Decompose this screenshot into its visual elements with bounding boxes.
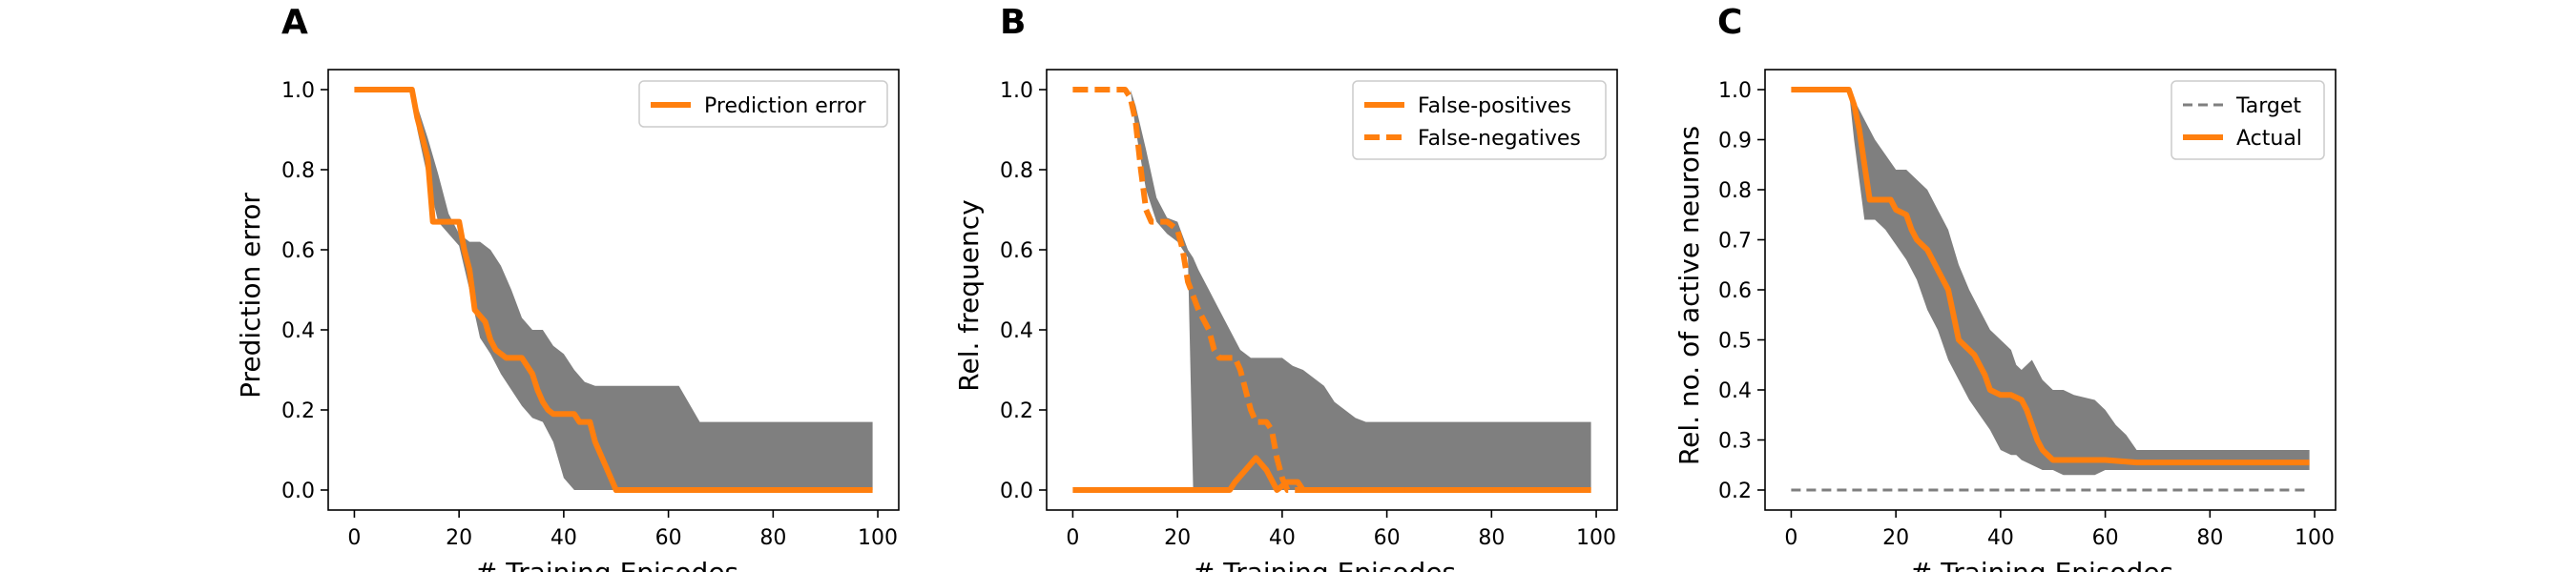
legend-label: Actual (2236, 127, 2302, 151)
y-tick-label: 0.6 (281, 239, 315, 263)
legend-label: False-positives (1418, 94, 1571, 118)
series-line (1072, 455, 1591, 493)
x-tick-label: 20 (446, 526, 472, 550)
axes-frame (1046, 69, 1618, 511)
panel-letter: B (1000, 3, 1026, 42)
x-axis-label: # Training Episodes (1910, 557, 2173, 572)
x-tick-label: 40 (1987, 526, 2014, 550)
y-tick-label: 1.0 (1000, 79, 1033, 103)
y-tick-label: 0.4 (1718, 379, 1752, 403)
series-line (1791, 87, 2310, 466)
y-axis-label: Prediction error (235, 193, 266, 398)
series-line (354, 87, 873, 493)
y-tick-label: 0.4 (1000, 319, 1033, 343)
std-band (1791, 90, 2310, 476)
x-tick-label: 80 (1478, 526, 1505, 550)
legend-label: False-negatives (1418, 127, 1581, 151)
axes-frame (327, 69, 900, 511)
plot-area: 0 20 40 60 80 100 0.2 0.3 0.4 0.5 0.6 0.7 0.8 0.9 1.0 T… (1718, 69, 2337, 550)
x-tick-label: 60 (655, 526, 682, 550)
series-line (1072, 87, 1591, 493)
y-tick-label: 0.2 (281, 399, 315, 423)
y-tick-label: 0.0 (1000, 480, 1033, 503)
x-tick-label: 60 (1374, 526, 1401, 550)
y-tick-label: 0.8 (281, 159, 315, 183)
std-band (354, 90, 873, 490)
y-tick-label: 0.5 (1718, 330, 1752, 354)
y-tick-label: 0.6 (1718, 279, 1752, 303)
legend-box (638, 80, 888, 128)
x-tick-label: 100 (858, 526, 898, 550)
x-tick-label: 20 (1882, 526, 1909, 550)
x-tick-label: 0 (1066, 526, 1079, 550)
panel-letter: A (281, 3, 308, 42)
y-axis-label: Rel. no. of active neurons (1673, 126, 1705, 465)
x-axis-label: # Training Episodes (1193, 557, 1456, 572)
y-tick-label: 0.7 (1718, 230, 1752, 254)
x-tick-label: 60 (2092, 526, 2119, 550)
panel-letter: C (1717, 3, 1742, 42)
panel-c: C Rel. no. of active neurons # Training … (1673, 3, 2337, 572)
y-tick-label: 0.8 (1000, 159, 1033, 183)
x-tick-label: 0 (347, 526, 361, 550)
panel-b: B Rel. frequency # Training Episodes 0 20… (953, 3, 1618, 572)
y-tick-label: 0.6 (1000, 239, 1033, 263)
legend-label: Target (2235, 94, 2301, 118)
legend: Target Actual (2171, 80, 2325, 160)
y-tick-label: 0.0 (281, 480, 315, 503)
y-tick-label: 0.4 (281, 319, 315, 343)
x-tick-label: 0 (1784, 526, 1797, 550)
x-tick-label: 80 (2196, 526, 2223, 550)
x-tick-label: 100 (2295, 526, 2335, 550)
legend-label: Prediction error (704, 94, 866, 118)
y-tick-label: 0.3 (1718, 430, 1752, 454)
x-tick-label: 40 (551, 526, 577, 550)
y-axis-label: Rel. frequency (953, 199, 985, 391)
y-tick-label: 0.8 (1718, 179, 1752, 203)
y-tick-label: 1.0 (1718, 79, 1752, 103)
y-tick-label: 0.2 (1000, 399, 1033, 423)
plot-area: 0 20 40 60 80 100 0.0 0.2 0.4 0.6 0.8 1.0 Prediction… (281, 69, 900, 550)
panel-a: A Prediction error # Training Episodes 0… (235, 3, 900, 572)
x-tick-label: 40 (1269, 526, 1296, 550)
plot-area: 0 20 40 60 80 100 0.0 0.2 0.4 0.6 0.8 1.0 False-posi… (1000, 69, 1618, 550)
legend: False-positives False-negatives (1352, 80, 1607, 160)
y-tick-label: 0.2 (1718, 480, 1752, 503)
legend: Prediction error (638, 80, 888, 128)
legend-box (1352, 80, 1607, 160)
x-tick-label: 80 (759, 526, 786, 550)
x-tick-label: 100 (1576, 526, 1616, 550)
x-tick-label: 20 (1164, 526, 1191, 550)
y-tick-label: 0.9 (1718, 130, 1752, 153)
x-axis-label: # Training Episodes (475, 557, 738, 572)
std-band (1072, 90, 1591, 490)
y-tick-label: 1.0 (281, 79, 315, 103)
